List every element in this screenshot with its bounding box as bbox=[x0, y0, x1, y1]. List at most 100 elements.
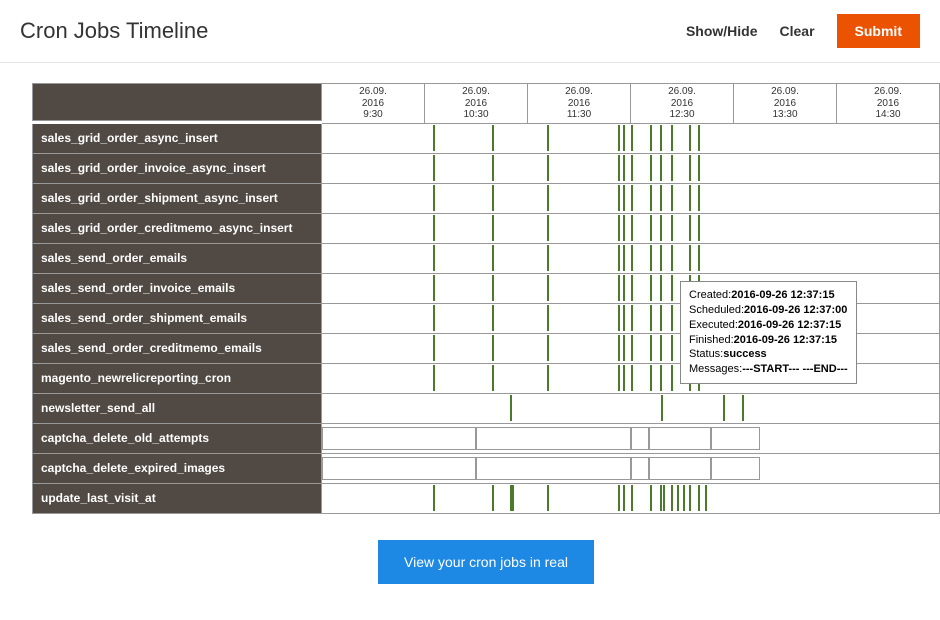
job-run-tick[interactable] bbox=[623, 305, 625, 331]
job-run-tick[interactable] bbox=[671, 335, 673, 361]
job-run-tick[interactable] bbox=[623, 245, 625, 271]
job-run-tick[interactable] bbox=[492, 155, 494, 181]
job-run-tick[interactable] bbox=[618, 275, 620, 301]
job-run-tick[interactable] bbox=[547, 155, 549, 181]
job-run-tick[interactable] bbox=[698, 245, 700, 271]
job-run-tick[interactable] bbox=[433, 125, 435, 151]
job-run-tick[interactable] bbox=[547, 485, 549, 511]
job-run-bar[interactable] bbox=[322, 427, 476, 450]
job-run-tick[interactable] bbox=[660, 485, 662, 511]
job-track[interactable] bbox=[322, 394, 940, 424]
job-run-bar[interactable] bbox=[631, 427, 650, 450]
job-run-tick[interactable] bbox=[618, 335, 620, 361]
job-run-tick[interactable] bbox=[671, 305, 673, 331]
job-run-tick[interactable] bbox=[660, 365, 662, 391]
job-run-tick[interactable] bbox=[689, 245, 691, 271]
job-run-tick[interactable] bbox=[631, 485, 633, 511]
job-run-tick[interactable] bbox=[661, 395, 663, 421]
job-run-tick[interactable] bbox=[547, 125, 549, 151]
job-run-tick[interactable] bbox=[433, 485, 435, 511]
clear-link[interactable]: Clear bbox=[780, 23, 815, 39]
job-run-tick[interactable] bbox=[660, 215, 662, 241]
job-run-bar[interactable] bbox=[631, 457, 650, 480]
job-run-tick[interactable] bbox=[671, 275, 673, 301]
job-run-tick[interactable] bbox=[433, 185, 435, 211]
job-run-tick[interactable] bbox=[547, 365, 549, 391]
job-track[interactable] bbox=[322, 244, 940, 274]
job-run-tick[interactable] bbox=[671, 365, 673, 391]
job-run-tick[interactable] bbox=[492, 275, 494, 301]
job-run-tick[interactable] bbox=[650, 155, 652, 181]
job-run-tick[interactable] bbox=[698, 485, 700, 511]
show-hide-link[interactable]: Show/Hide bbox=[686, 23, 758, 39]
job-run-tick[interactable] bbox=[631, 245, 633, 271]
job-run-tick[interactable] bbox=[698, 215, 700, 241]
job-run-tick[interactable] bbox=[631, 275, 633, 301]
job-run-tick[interactable] bbox=[618, 365, 620, 391]
job-run-bar[interactable] bbox=[322, 457, 476, 480]
job-track[interactable] bbox=[322, 424, 940, 454]
job-run-tick[interactable] bbox=[631, 215, 633, 241]
job-run-tick[interactable] bbox=[650, 215, 652, 241]
job-run-tick[interactable] bbox=[492, 125, 494, 151]
job-run-tick[interactable] bbox=[618, 155, 620, 181]
job-run-tick[interactable] bbox=[623, 155, 625, 181]
job-run-tick[interactable] bbox=[547, 245, 549, 271]
job-run-tick[interactable] bbox=[723, 395, 725, 421]
job-track[interactable] bbox=[322, 484, 940, 514]
job-run-tick[interactable] bbox=[650, 335, 652, 361]
job-run-tick[interactable] bbox=[671, 245, 673, 271]
job-run-tick[interactable] bbox=[623, 275, 625, 301]
job-run-tick[interactable] bbox=[671, 155, 673, 181]
job-run-bar[interactable] bbox=[476, 427, 630, 450]
job-run-tick[interactable] bbox=[660, 335, 662, 361]
job-run-tick[interactable] bbox=[671, 485, 673, 511]
submit-button[interactable]: Submit bbox=[837, 14, 920, 48]
job-run-tick[interactable] bbox=[433, 275, 435, 301]
view-realtime-button[interactable]: View your cron jobs in real bbox=[378, 540, 594, 584]
job-run-tick[interactable] bbox=[671, 185, 673, 211]
job-run-tick[interactable] bbox=[660, 185, 662, 211]
job-run-tick[interactable] bbox=[623, 125, 625, 151]
job-run-tick[interactable] bbox=[650, 185, 652, 211]
job-run-tick[interactable] bbox=[618, 125, 620, 151]
job-run-tick[interactable] bbox=[623, 365, 625, 391]
job-run-tick[interactable] bbox=[677, 485, 679, 511]
job-run-tick[interactable] bbox=[492, 185, 494, 211]
job-run-tick[interactable] bbox=[650, 245, 652, 271]
job-track[interactable] bbox=[322, 184, 940, 214]
job-run-tick[interactable] bbox=[683, 485, 685, 511]
job-run-tick[interactable] bbox=[433, 335, 435, 361]
job-run-tick[interactable] bbox=[650, 305, 652, 331]
job-run-tick[interactable] bbox=[547, 215, 549, 241]
job-run-tick[interactable] bbox=[512, 485, 514, 511]
job-run-tick[interactable] bbox=[618, 245, 620, 271]
job-run-tick[interactable] bbox=[660, 275, 662, 301]
job-run-tick[interactable] bbox=[618, 485, 620, 511]
job-run-tick[interactable] bbox=[492, 215, 494, 241]
job-run-tick[interactable] bbox=[547, 305, 549, 331]
job-run-tick[interactable] bbox=[660, 305, 662, 331]
job-run-tick[interactable] bbox=[689, 125, 691, 151]
job-run-tick[interactable] bbox=[660, 125, 662, 151]
job-run-tick[interactable] bbox=[492, 305, 494, 331]
job-track[interactable] bbox=[322, 154, 940, 184]
job-run-tick[interactable] bbox=[650, 125, 652, 151]
job-run-tick[interactable] bbox=[492, 485, 494, 511]
job-run-tick[interactable] bbox=[689, 215, 691, 241]
job-run-bar[interactable] bbox=[711, 427, 760, 450]
job-run-tick[interactable] bbox=[671, 215, 673, 241]
job-run-tick[interactable] bbox=[650, 485, 652, 511]
job-run-bar[interactable] bbox=[649, 427, 711, 450]
job-run-tick[interactable] bbox=[623, 485, 625, 511]
job-run-tick[interactable] bbox=[631, 335, 633, 361]
job-run-tick[interactable] bbox=[698, 185, 700, 211]
job-run-tick[interactable] bbox=[433, 155, 435, 181]
job-run-tick[interactable] bbox=[631, 125, 633, 151]
job-run-tick[interactable] bbox=[689, 185, 691, 211]
job-run-tick[interactable] bbox=[698, 155, 700, 181]
job-run-tick[interactable] bbox=[433, 245, 435, 271]
job-run-tick[interactable] bbox=[618, 305, 620, 331]
job-run-tick[interactable] bbox=[663, 485, 665, 511]
job-run-tick[interactable] bbox=[689, 485, 691, 511]
